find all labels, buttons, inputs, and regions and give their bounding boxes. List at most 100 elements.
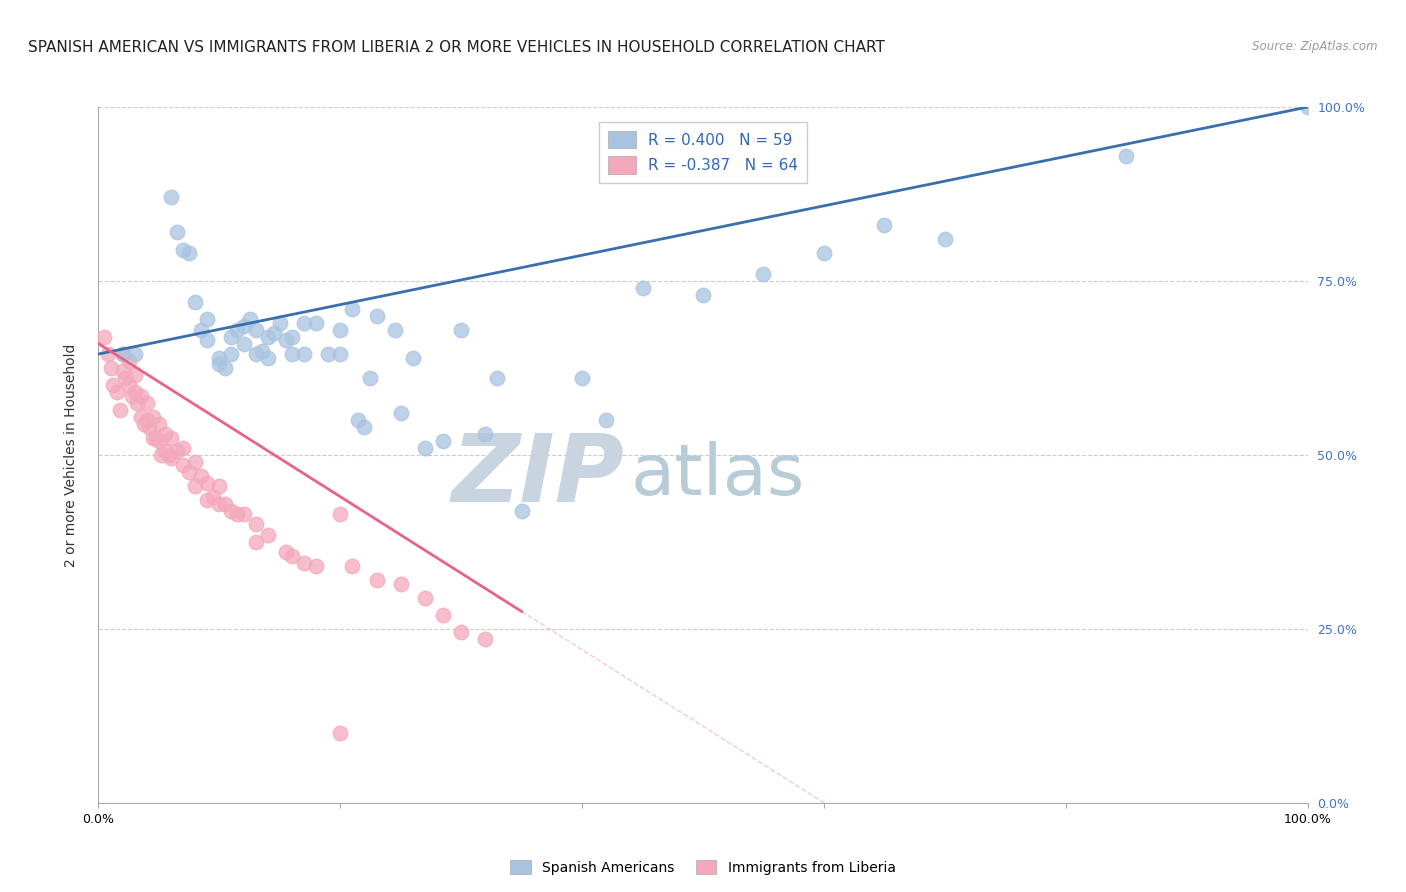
Point [118, 354, 141, 368]
Point [329, 347, 352, 361]
Text: SPANISH AMERICAN VS IMMIGRANTS FROM LIBERIA 2 OR MORE VEHICLES IN HOUSEHOLD CORR: SPANISH AMERICAN VS IMMIGRANTS FROM LIBE… [28, 40, 884, 55]
Point [250, 343, 273, 358]
Point [226, 507, 249, 521]
Y-axis label: 2 or more Vehicles in Household: 2 or more Vehicles in Household [63, 343, 77, 566]
Point [305, 316, 328, 330]
Point [752, 267, 775, 281]
Point [413, 591, 436, 605]
Point [111, 347, 134, 361]
Point [360, 371, 382, 385]
Point [342, 559, 364, 574]
Point [157, 448, 180, 462]
Point [413, 441, 436, 455]
Point [692, 288, 714, 302]
Point [1296, 100, 1319, 114]
Point [179, 246, 201, 260]
Point [221, 347, 243, 361]
Point [208, 351, 231, 365]
Point [172, 243, 194, 257]
Point [281, 549, 304, 563]
Text: atlas: atlas [630, 442, 804, 510]
Point [329, 726, 352, 740]
Point [292, 556, 315, 570]
Point [195, 493, 218, 508]
Point [118, 378, 141, 392]
Point [111, 364, 134, 378]
Point [269, 316, 291, 330]
Point [450, 625, 472, 640]
Point [153, 427, 176, 442]
Point [631, 281, 654, 295]
Point [245, 347, 267, 361]
Point [214, 497, 236, 511]
Point [934, 232, 956, 246]
Point [179, 466, 201, 480]
Point [281, 347, 304, 361]
Point [124, 368, 146, 382]
Text: ZIP: ZIP [451, 430, 624, 522]
Point [148, 417, 170, 431]
Point [232, 336, 254, 351]
Point [138, 420, 160, 434]
Point [486, 371, 509, 385]
Point [595, 413, 617, 427]
Point [202, 490, 225, 504]
Point [134, 417, 156, 431]
Point [292, 316, 315, 330]
Point [432, 434, 454, 448]
Point [389, 406, 412, 420]
Point [172, 458, 194, 473]
Point [184, 455, 207, 469]
Point [342, 301, 364, 316]
Point [135, 396, 157, 410]
Point [208, 497, 231, 511]
Point [121, 389, 143, 403]
Point [195, 333, 218, 347]
Point [142, 409, 165, 424]
Text: Source: ZipAtlas.com: Source: ZipAtlas.com [1253, 40, 1378, 54]
Point [150, 448, 173, 462]
Point [474, 427, 496, 442]
Point [221, 503, 243, 517]
Point [353, 420, 375, 434]
Point [432, 607, 454, 622]
Point [108, 402, 131, 417]
Point [292, 347, 315, 361]
Point [105, 385, 128, 400]
Point [184, 479, 207, 493]
Point [274, 545, 297, 559]
Point [148, 434, 170, 448]
Point [129, 389, 152, 403]
Point [474, 632, 496, 647]
Point [114, 371, 136, 385]
Point [347, 413, 370, 427]
Point [873, 219, 896, 233]
Point [813, 246, 835, 260]
Point [172, 441, 194, 455]
Point [135, 413, 157, 427]
Point [160, 451, 183, 466]
Point [124, 385, 146, 400]
Point [190, 468, 212, 483]
Point [208, 479, 231, 493]
Point [329, 507, 352, 521]
Point [245, 323, 267, 337]
Point [208, 358, 231, 372]
Point [184, 294, 207, 309]
Point [142, 430, 165, 444]
Point [1115, 149, 1137, 163]
Point [226, 323, 249, 337]
Point [124, 347, 146, 361]
Point [145, 430, 167, 444]
Point [263, 326, 285, 340]
Point [384, 323, 406, 337]
Point [166, 225, 188, 239]
Legend: Spanish Americans, Immigrants from Liberia: Spanish Americans, Immigrants from Liber… [505, 855, 901, 880]
Legend: R = 0.400   N = 59, R = -0.387   N = 64: R = 0.400 N = 59, R = -0.387 N = 64 [599, 121, 807, 183]
Point [366, 309, 388, 323]
Point [329, 323, 352, 337]
Point [195, 312, 218, 326]
Point [97, 347, 120, 361]
Point [571, 371, 593, 385]
Point [256, 351, 278, 365]
